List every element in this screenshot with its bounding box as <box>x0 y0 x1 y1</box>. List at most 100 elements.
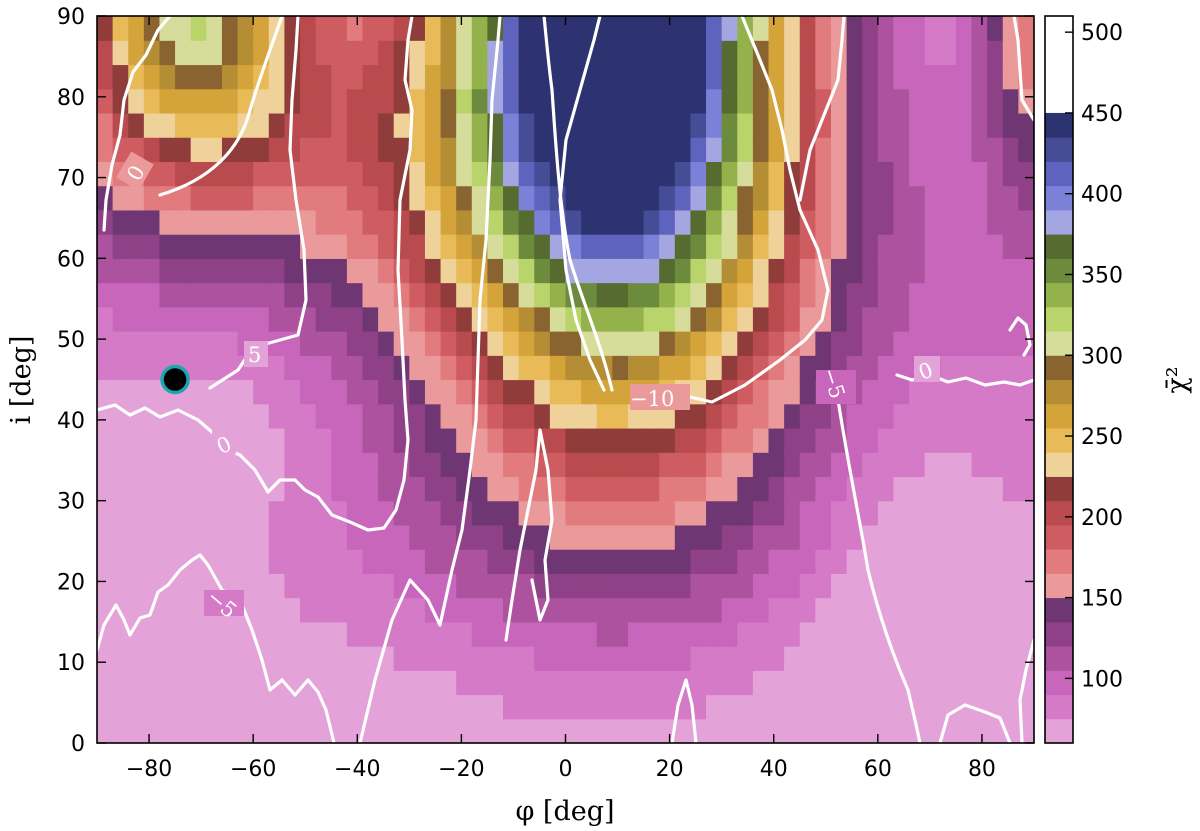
heatmap-cell <box>1018 112 1034 138</box>
heatmap-cell <box>612 185 629 211</box>
heatmap-cell <box>362 355 379 381</box>
heatmap-cell <box>706 185 723 211</box>
heatmap-cell <box>768 524 785 550</box>
heatmap-cell <box>862 137 879 162</box>
heatmap-cell <box>581 161 598 187</box>
heatmap-cell <box>487 234 504 259</box>
heatmap-cell <box>315 646 332 671</box>
heatmap-cell <box>346 306 364 332</box>
heatmap-cell <box>955 16 973 41</box>
heatmap-cell <box>503 476 520 502</box>
heatmap-cell <box>378 403 395 429</box>
heatmap-cell <box>706 403 723 429</box>
heatmap-cell <box>909 282 926 308</box>
heatmap-cell <box>393 694 410 720</box>
heatmap-cell <box>690 209 707 235</box>
heatmap-cell <box>612 621 629 647</box>
heatmap-cell <box>768 500 785 526</box>
heatmap-cell <box>253 573 270 599</box>
heatmap-cell <box>565 524 582 550</box>
heatmap-cell <box>627 476 645 502</box>
heatmap-cell <box>674 646 692 671</box>
heatmap-cell <box>565 718 582 743</box>
heatmap-cell <box>799 306 816 332</box>
heatmap-cell <box>893 40 910 66</box>
heatmap-cell <box>784 64 801 90</box>
heatmap-cell <box>565 64 582 90</box>
heatmap-cell <box>846 597 863 623</box>
heatmap-cell <box>659 427 676 453</box>
heatmap-cell <box>268 646 285 671</box>
heatmap-cell <box>206 112 223 138</box>
heatmap-cell <box>534 258 551 284</box>
heatmap-cell <box>862 476 879 502</box>
heatmap-cell <box>924 234 941 259</box>
heatmap-cell <box>97 718 114 743</box>
heatmap-cell <box>924 379 941 405</box>
heatmap-cell <box>268 524 285 550</box>
heatmap-cell <box>815 403 832 429</box>
heatmap-cell <box>768 282 785 308</box>
heatmap-cell <box>549 573 567 599</box>
heatmap-cell <box>909 161 926 187</box>
heatmap-cell <box>315 16 332 41</box>
heatmap-cell <box>487 597 504 623</box>
heatmap-cell <box>784 573 801 599</box>
heatmap-cell <box>752 185 770 211</box>
heatmap-cell <box>487 185 504 211</box>
heatmap-cell <box>581 476 598 502</box>
heatmap-cell <box>830 573 848 599</box>
colorbar-band <box>1045 524 1073 550</box>
heatmap-cell <box>737 427 754 453</box>
heatmap-cell <box>503 64 520 90</box>
heatmap-cell <box>534 234 551 259</box>
heatmap-cell <box>955 427 973 453</box>
heatmap-cell <box>440 694 457 720</box>
heatmap-cell <box>159 621 176 647</box>
heatmap-cell <box>378 88 395 114</box>
heatmap-cell <box>971 524 988 550</box>
heatmap-cell <box>190 524 207 550</box>
heatmap-cell <box>846 209 863 235</box>
heatmap-cell <box>221 40 239 66</box>
heatmap-cell <box>752 597 770 623</box>
heatmap-cell <box>674 234 692 259</box>
heatmap-cell <box>784 621 801 647</box>
heatmap-cell <box>331 524 348 550</box>
heatmap-cell <box>97 379 114 405</box>
heatmap-cell <box>627 670 645 696</box>
heatmap-cell <box>97 500 114 526</box>
heatmap-cell <box>487 282 504 308</box>
heatmap-cell <box>706 646 723 671</box>
colorbar-bands <box>1045 112 1073 744</box>
heatmap-cell <box>190 452 207 478</box>
heatmap-cell <box>206 452 223 478</box>
heatmap-cell <box>159 694 176 720</box>
heatmap-cell <box>830 161 848 187</box>
heatmap-cell <box>221 646 239 671</box>
heatmap-cell <box>627 258 645 284</box>
heatmap-cell <box>940 621 957 647</box>
heatmap-cell <box>503 137 520 162</box>
heatmap-cell <box>112 209 129 235</box>
heatmap-cell <box>456 597 473 623</box>
heatmap-cell <box>987 549 1004 574</box>
heatmap-cell <box>206 500 223 526</box>
heatmap-cell <box>221 161 239 187</box>
heatmap-cell <box>690 234 707 259</box>
heatmap-cell <box>175 718 192 743</box>
heatmap-cell <box>1018 524 1034 550</box>
heatmap-cell <box>752 573 770 599</box>
heatmap-cell <box>471 718 489 743</box>
heatmap-cell <box>987 161 1004 187</box>
heatmap-cell <box>518 185 535 211</box>
heatmap-cell <box>612 427 629 453</box>
heatmap-cell <box>518 137 535 162</box>
heatmap-cell <box>893 161 910 187</box>
heatmap-cell <box>690 549 707 574</box>
heatmap-cell <box>721 161 738 187</box>
heatmap-cell <box>346 597 364 623</box>
heatmap-cell <box>737 573 754 599</box>
heatmap-cell <box>768 403 785 429</box>
